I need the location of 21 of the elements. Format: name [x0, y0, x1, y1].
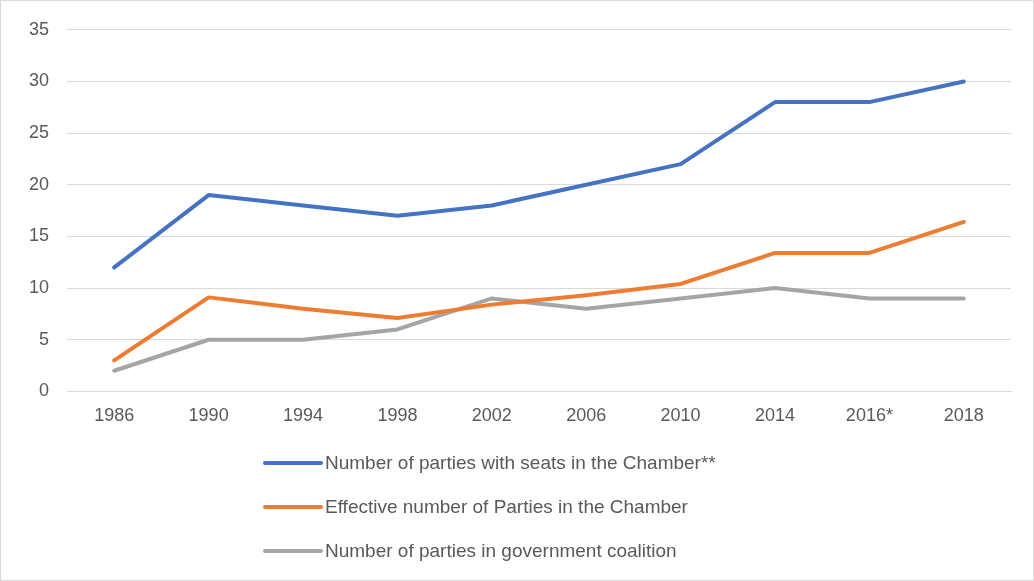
y-tick-label: 20 — [28, 173, 50, 194]
y-tick-label: 30 — [28, 70, 50, 91]
x-tick-label: 1986 — [94, 405, 135, 426]
x-tick-label: 2016* — [845, 405, 893, 426]
legend-label: Number of parties with seats in the Chamber** — [325, 452, 716, 474]
x-tick-label: 2014 — [754, 405, 796, 426]
y-tick-label: 0 — [39, 380, 50, 401]
x-tick-label: 2002 — [471, 405, 512, 426]
y-tick-label: 5 — [39, 328, 50, 349]
y-tick-label: 25 — [28, 122, 50, 143]
legend-label: Number of parties in government coalition — [325, 540, 677, 562]
x-tick-label: 2006 — [566, 405, 607, 426]
x-tick-label: 1994 — [282, 405, 324, 426]
y-tick-label: 10 — [28, 277, 50, 298]
y-tick-label: 35 — [28, 18, 50, 39]
y-tick-label: 15 — [28, 225, 50, 246]
x-tick-label: 1998 — [377, 405, 418, 426]
x-tick-label: 1990 — [188, 405, 229, 426]
legend-label: Effective number of Parties in the Chamber — [325, 496, 688, 518]
x-tick-label: 2010 — [660, 405, 701, 426]
x-tick-label: 2018 — [943, 405, 984, 426]
